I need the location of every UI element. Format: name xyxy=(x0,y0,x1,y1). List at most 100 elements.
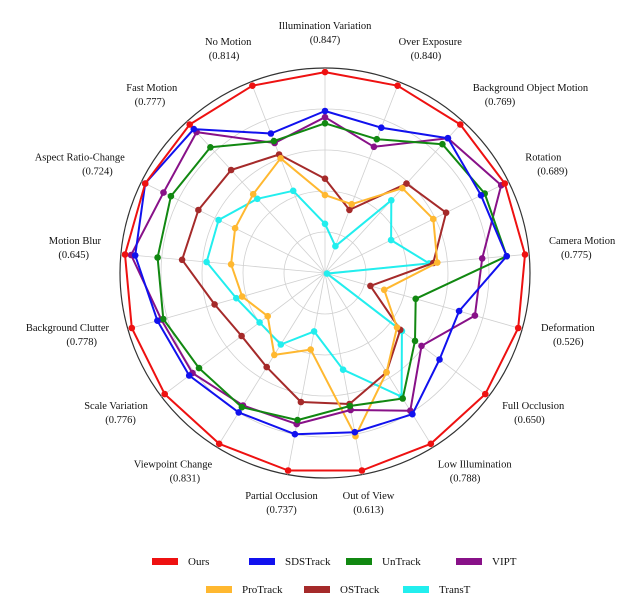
category-value-partial-occlusion: (0.737) xyxy=(266,505,297,516)
category-label-partial-occlusion: Partial Occlusion xyxy=(245,491,318,502)
data-point-ours xyxy=(394,82,401,89)
data-point-ostrack xyxy=(403,180,410,187)
data-point-untrack xyxy=(160,315,167,323)
series-line-vipt xyxy=(130,116,503,426)
legend-swatch xyxy=(346,558,372,565)
data-point-ours xyxy=(427,440,435,448)
data-point-ours xyxy=(121,251,129,258)
data-point-ostrack xyxy=(297,398,305,406)
data-point-ours xyxy=(482,390,489,398)
data-point-untrack xyxy=(412,295,420,303)
data-point-sdstrack xyxy=(409,410,416,418)
data-point-protrack xyxy=(249,190,257,198)
data-point-vipt xyxy=(321,113,329,121)
grid-spoke xyxy=(324,272,364,475)
data-point-ours xyxy=(186,121,193,128)
legend-swatch xyxy=(152,558,178,565)
category-label-background-clutter: Background Clutter xyxy=(26,323,110,334)
data-point-vipt xyxy=(418,342,425,350)
legend-item-ours: Ours xyxy=(152,556,209,568)
data-point-ours xyxy=(521,251,529,258)
legend-swatch xyxy=(304,586,330,593)
data-point-untrack xyxy=(399,395,407,402)
data-point-ostrack xyxy=(346,206,353,214)
legend-label: VIPT xyxy=(492,556,517,568)
category-label-scale-variation: Scale Variation xyxy=(84,401,148,412)
series-line-sdstrack xyxy=(134,110,508,436)
data-point-protrack xyxy=(277,155,284,162)
data-point-sdstrack xyxy=(321,107,329,115)
data-point-transt xyxy=(332,242,339,250)
data-point-transt xyxy=(253,195,261,203)
grid-spoke xyxy=(250,81,326,274)
category-label-out-of-view: Out of View xyxy=(343,491,395,502)
category-value-background-clutter: (0.778) xyxy=(66,337,97,348)
data-point-transt xyxy=(203,258,210,266)
data-point-sdstrack xyxy=(444,134,452,142)
data-point-transt xyxy=(289,187,297,195)
legend-swatch xyxy=(403,586,429,593)
data-point-ours xyxy=(215,440,223,448)
data-point-vipt xyxy=(471,312,479,319)
data-point-sdstrack xyxy=(185,372,193,379)
category-value-deformation: (0.526) xyxy=(553,337,584,348)
category-label-viewpoint-change: Viewpoint Change xyxy=(134,460,213,471)
data-point-protrack xyxy=(307,346,315,353)
data-point-ours xyxy=(457,121,464,128)
category-value-over-exposure: (0.840) xyxy=(411,51,442,62)
series-ostrack xyxy=(178,151,450,408)
category-labels: Illumination Variation (0.847) Over Exposu… xyxy=(26,21,616,516)
data-point-sdstrack xyxy=(351,428,359,436)
data-point-ours xyxy=(284,467,292,474)
legend-label: UnTrack xyxy=(382,556,421,568)
data-point-protrack xyxy=(271,351,278,359)
legend-item-untrack: UnTrack xyxy=(346,556,421,568)
grid-spoke xyxy=(324,81,400,274)
legend-item-ostrack: OSTrack xyxy=(304,584,380,596)
category-value-full-occlusion: (0.650) xyxy=(514,415,545,426)
data-point-ostrack xyxy=(238,332,245,340)
data-point-ours xyxy=(501,180,509,187)
grid-spoke xyxy=(286,272,326,475)
legend-swatch xyxy=(456,558,482,565)
data-point-transt xyxy=(387,236,395,244)
category-value-scale-variation: (0.776) xyxy=(105,415,136,426)
data-point-vipt xyxy=(478,255,486,262)
data-point-ostrack xyxy=(321,175,329,182)
grid-spoke xyxy=(120,253,326,274)
category-value-no-motion: (0.814) xyxy=(209,51,240,62)
data-point-untrack xyxy=(207,144,214,151)
category-value-fast-motion: (0.777) xyxy=(135,97,166,108)
data-point-ostrack xyxy=(367,282,374,290)
data-point-transt xyxy=(339,366,347,374)
legend-item-sdstrack: SDSTrack xyxy=(249,556,331,568)
data-point-ours xyxy=(321,68,329,76)
series-line-ours xyxy=(124,71,526,472)
data-point-untrack xyxy=(154,254,161,261)
series-ours xyxy=(121,68,529,474)
data-point-untrack xyxy=(238,403,246,411)
category-label-full-occlusion: Full Occlusion xyxy=(502,401,565,412)
grid-spoke xyxy=(324,272,523,330)
series-line-protrack xyxy=(230,157,439,438)
data-point-transt xyxy=(388,197,395,204)
category-value-rotation: (0.689) xyxy=(537,166,568,177)
data-point-protrack xyxy=(383,369,390,376)
data-point-ostrack xyxy=(227,166,235,174)
data-point-ostrack xyxy=(195,206,202,214)
data-point-transt xyxy=(233,294,240,302)
category-label-fast-motion: Fast Motion xyxy=(126,83,178,94)
grid-spoke xyxy=(216,272,326,448)
data-point-sdstrack xyxy=(503,252,511,260)
series-vipt xyxy=(127,113,505,428)
data-point-untrack xyxy=(321,120,329,127)
category-value-motion-blur: (0.645) xyxy=(58,250,89,261)
category-value-illumination-variation: (0.847) xyxy=(310,35,341,46)
data-point-ostrack xyxy=(442,209,450,216)
grid-spoke xyxy=(324,121,464,274)
data-point-protrack xyxy=(264,312,272,320)
category-value-out-of-view: (0.613) xyxy=(353,505,384,516)
series-untrack xyxy=(154,120,511,424)
category-label-deformation: Deformation xyxy=(541,323,595,334)
data-point-sdstrack xyxy=(477,192,485,199)
